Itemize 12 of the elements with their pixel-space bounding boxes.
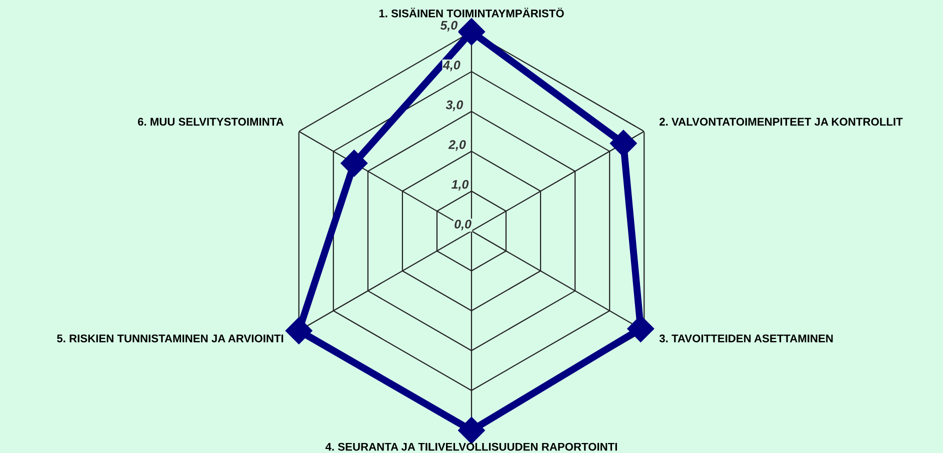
spoke-label: 6. MUU SELVITYSTOIMINTA: [138, 118, 284, 126]
spoke-label: 5. RISKIEN TUNNISTAMINEN JA ARVIOINTI: [57, 334, 284, 342]
y-tick-label: 3,0: [446, 100, 464, 112]
spoke-label: 4. SEURANTA JA TILIVELVOLLISUUDEN RAPORTOINTI: [325, 442, 617, 451]
y-tick-label: 5,0: [440, 20, 458, 32]
y-tick-label: 4,0: [442, 60, 460, 72]
y-tick-label: 2,0: [448, 140, 466, 151]
y-tick-label: 0,0: [454, 220, 472, 230]
spoke-label: 1. SISÄINEN TOIMINTAYMPÄRISTÖ: [379, 8, 564, 18]
spoke-label: 3. TAVOITTEIDEN ASETTAMINEN: [659, 334, 833, 342]
spoke-label: 2. VALVONTATOIMENPITEET JA KONTROLLIT: [660, 118, 903, 126]
y-tick-label: 1,0: [452, 180, 469, 191]
